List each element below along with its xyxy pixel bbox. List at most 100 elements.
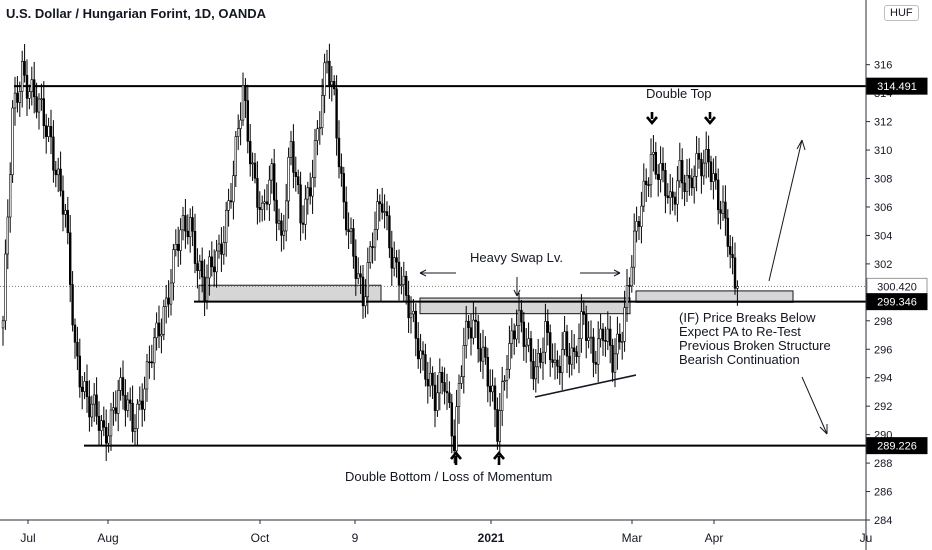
candle [383, 194, 386, 229]
candle [505, 355, 509, 399]
candle [138, 386, 141, 411]
price-label: 299.346 [866, 293, 928, 311]
candle [90, 395, 94, 427]
candle [364, 279, 367, 318]
candle [443, 367, 446, 405]
x-tick-label: Jul [20, 531, 35, 545]
candle [496, 397, 499, 450]
candle [659, 146, 662, 193]
x-tick-label: 2021 [478, 531, 505, 545]
candle [707, 135, 710, 178]
candle [95, 377, 98, 425]
candle [232, 160, 235, 220]
candle [688, 158, 691, 196]
candle [690, 168, 694, 196]
candle [256, 161, 259, 225]
candle [61, 175, 65, 232]
candle [318, 111, 321, 145]
candle [642, 163, 646, 212]
candle [189, 208, 192, 253]
candle [352, 219, 355, 269]
candle [169, 268, 173, 316]
candle [596, 321, 600, 383]
candle [436, 375, 439, 417]
candle [424, 343, 427, 387]
candle [349, 217, 353, 245]
candle [332, 75, 336, 96]
candle [258, 191, 261, 223]
candle [414, 303, 417, 357]
candle [668, 174, 672, 215]
candle [328, 43, 331, 99]
candle [695, 136, 698, 192]
candle [287, 147, 290, 219]
candle [503, 375, 506, 391]
candle [172, 243, 175, 301]
candle [594, 350, 598, 374]
candle [129, 387, 132, 421]
svg-text:299.346: 299.346 [877, 297, 917, 309]
candle [11, 100, 14, 183]
candle [100, 414, 103, 446]
candle [205, 264, 209, 310]
candle [354, 239, 357, 296]
candle [474, 306, 477, 339]
candle [654, 142, 658, 180]
candle [498, 393, 501, 457]
candle [184, 198, 187, 249]
candle [56, 157, 60, 193]
candle [450, 393, 453, 454]
candle [376, 188, 379, 241]
candle [191, 206, 194, 247]
candle [560, 332, 564, 391]
candle [143, 376, 146, 422]
candle [584, 305, 588, 359]
candle [464, 305, 468, 359]
scenario-text: (IF) Price Breaks Below Expect PA to Re-… [679, 311, 831, 367]
candle [697, 137, 701, 169]
candle [664, 162, 667, 214]
candle [500, 366, 504, 426]
candle [167, 280, 170, 318]
candle [265, 184, 269, 211]
candle [378, 194, 381, 222]
candle [102, 406, 106, 437]
candle [193, 213, 197, 274]
candle [215, 239, 218, 288]
scenario-line: (IF) Price Breaks Below [679, 310, 816, 325]
candle [388, 205, 391, 258]
candle [227, 188, 230, 227]
candle [620, 331, 624, 360]
candle [13, 76, 17, 126]
candle [692, 165, 696, 204]
candle [289, 130, 293, 166]
candle [488, 369, 492, 407]
candle [460, 365, 463, 390]
candle [78, 338, 82, 398]
y-tick-label: 310 [874, 145, 892, 157]
candle [141, 383, 144, 427]
candle [628, 277, 631, 303]
candle [656, 164, 660, 197]
candle [208, 250, 211, 296]
candle [522, 311, 526, 361]
candle [44, 113, 48, 154]
candle [486, 347, 489, 403]
candle [340, 153, 343, 187]
candle [239, 102, 242, 146]
levels-layer [0, 85, 866, 447]
candle [551, 343, 554, 368]
x-tick-label: Ju [860, 531, 873, 545]
drawings-layer [419, 112, 828, 465]
candle [548, 324, 552, 377]
candle [237, 114, 240, 151]
candle [186, 214, 189, 245]
candle [625, 269, 629, 322]
currency-badge[interactable]: HUF [884, 5, 919, 21]
double-bottom-arrow-right-icon [493, 450, 505, 465]
candle [133, 414, 137, 446]
candle [1, 315, 5, 346]
candle [592, 328, 595, 378]
candle [491, 369, 494, 402]
